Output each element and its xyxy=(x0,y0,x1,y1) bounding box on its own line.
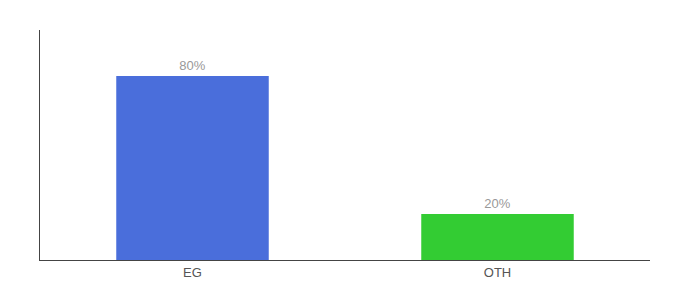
svg-text:OTH: OTH xyxy=(484,265,511,280)
svg-text:80%: 80% xyxy=(179,58,205,73)
svg-text:20%: 20% xyxy=(484,196,510,211)
svg-text:EG: EG xyxy=(183,265,202,280)
